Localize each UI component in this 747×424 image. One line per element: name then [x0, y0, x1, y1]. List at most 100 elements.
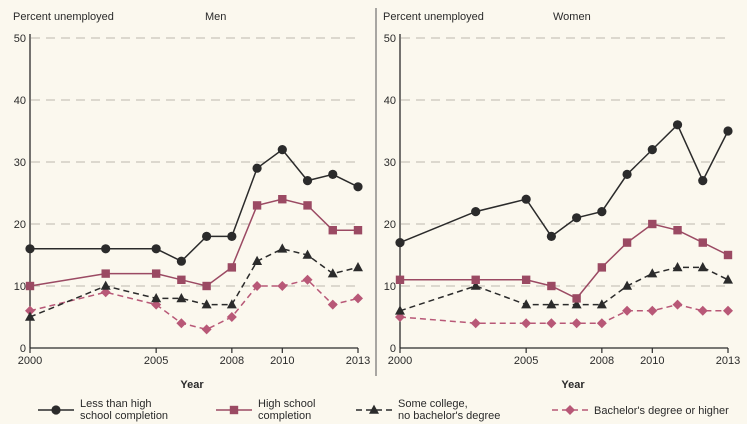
- men-panel-title: Men: [205, 11, 226, 23]
- women-y-tick-label: 30: [384, 157, 396, 169]
- women-less-than-high-school-point: [521, 194, 531, 204]
- women-some-college-point: [395, 305, 405, 315]
- men-some-college-point: [353, 262, 363, 272]
- men-some-college-point: [25, 311, 35, 321]
- women-high-school-point: [572, 294, 581, 303]
- men-less-than-high-school-point: [353, 182, 363, 192]
- men-less-than-high-school-point: [277, 145, 287, 155]
- women-some-college-point: [697, 262, 708, 272]
- women-y-tick-label: 20: [384, 219, 396, 231]
- women-less-than-high-school-point: [597, 207, 607, 217]
- men-high-school-point: [303, 201, 312, 210]
- women-high-school-point: [622, 238, 632, 247]
- women-bachelors-point: [521, 318, 532, 329]
- women-bachelors-point: [546, 318, 557, 329]
- legend-high-school-label: completion: [258, 410, 311, 422]
- men-some-college-point: [327, 268, 338, 278]
- men-bachelors-point: [277, 281, 288, 291]
- women-high-school-line: [400, 223, 729, 300]
- women-some-college-point: [521, 299, 532, 309]
- women-some-college-point: [470, 280, 481, 290]
- women-high-school-point: [521, 275, 531, 284]
- men-bachelors-point: [201, 324, 212, 335]
- women-high-school-point: [698, 238, 707, 247]
- women-some-college-point: [622, 280, 633, 290]
- men-high-school-point: [353, 226, 363, 235]
- men-y-tick-label: 40: [14, 95, 26, 107]
- men-bachelors-point: [327, 299, 338, 310]
- men-bachelors-line: [29, 278, 359, 331]
- men-high-school-point: [278, 195, 287, 204]
- women-bachelors-point: [622, 305, 633, 316]
- women-some-college-point: [723, 274, 733, 284]
- legend-high-school-label: High school: [258, 398, 315, 410]
- women-some-college-line: [399, 266, 729, 312]
- men-y-axis-label: Percent unemployed: [13, 11, 114, 23]
- men-bachelors-point: [226, 312, 237, 322]
- men-y-tick-label: 20: [14, 219, 26, 231]
- men-high-school-point: [151, 269, 161, 278]
- men-less-than-high-school-point: [302, 176, 313, 186]
- men-less-than-high-school-point: [176, 256, 186, 266]
- women-bachelors-point: [647, 305, 658, 316]
- men-high-school-point: [252, 201, 262, 210]
- women-high-school-point: [547, 281, 556, 291]
- men-y-tick-label: 50: [14, 33, 26, 45]
- men-y-tick-label: 10: [14, 281, 26, 293]
- men-high-school-point: [177, 275, 186, 284]
- women-bachelors-point: [723, 305, 733, 316]
- women-x-axis-label: Year: [561, 379, 585, 391]
- men-high-school-point: [101, 269, 110, 278]
- men-bachelors-point: [302, 274, 313, 285]
- women-x-tick-label: 2008: [590, 355, 614, 367]
- women-bachelors-point: [470, 318, 481, 329]
- men-less-than-high-school-point: [101, 244, 111, 254]
- men-x-tick-label: 2013: [346, 355, 370, 367]
- men-some-college-point: [226, 299, 237, 309]
- men-high-school-line: [29, 198, 358, 287]
- men-some-college-point: [302, 249, 313, 259]
- women-less-than-high-school-point: [672, 120, 683, 130]
- men-high-school-point: [227, 263, 237, 272]
- women-y-tick-label: 50: [384, 33, 396, 45]
- legend-some-college-marker: [369, 404, 379, 414]
- men-high-school-point: [328, 226, 337, 235]
- women-some-college-point: [571, 299, 582, 309]
- women-x-tick-label: 2013: [716, 355, 740, 367]
- men-less-than-high-school-point: [252, 163, 262, 173]
- legend-less-than-high-school-marker: [51, 405, 61, 415]
- men-bachelors-point: [176, 318, 187, 329]
- men-some-college-point: [252, 255, 263, 265]
- men-some-college-point: [277, 243, 288, 253]
- women-less-than-high-school-point: [572, 213, 582, 223]
- legend-some-college-label: no bachelor's degree: [398, 410, 500, 422]
- men-bachelors-point: [252, 281, 263, 291]
- men-less-than-high-school-point: [25, 244, 35, 254]
- women-some-college-point: [672, 262, 683, 272]
- women-less-than-high-school-point: [647, 145, 657, 155]
- women-panel-title: Women: [553, 11, 591, 23]
- legend-less-than-high-school-label: school completion: [80, 410, 168, 422]
- men-less-than-high-school-point: [328, 169, 338, 179]
- men-x-tick-label: 2010: [270, 355, 294, 367]
- women-high-school-point: [471, 275, 480, 284]
- women-less-than-high-school-point: [546, 231, 556, 241]
- women-bachelors-point: [596, 318, 607, 329]
- men-x-tick-label: 2008: [220, 355, 244, 367]
- women-some-college-point: [647, 268, 658, 278]
- men-some-college-point: [201, 299, 212, 309]
- women-y-axis-label: Percent unemployed: [383, 11, 484, 23]
- women-high-school-point: [597, 263, 607, 272]
- women-high-school-point: [673, 226, 682, 235]
- women-y-tick-label: 10: [384, 281, 396, 293]
- women-high-school-point: [395, 275, 405, 284]
- women-less-than-high-school-point: [698, 176, 708, 186]
- women-high-school-point: [723, 250, 733, 260]
- men-x-axis-label: Year: [180, 379, 204, 391]
- women-bachelors-point: [571, 318, 582, 329]
- women-panel: Percent unemployed Women 0 10 20 30 40 50 2000 20…: [383, 11, 740, 391]
- women-high-school-point: [648, 219, 657, 229]
- men-y-tick-label: 0: [20, 343, 26, 355]
- legend-some-college-label: Some college,: [398, 398, 468, 410]
